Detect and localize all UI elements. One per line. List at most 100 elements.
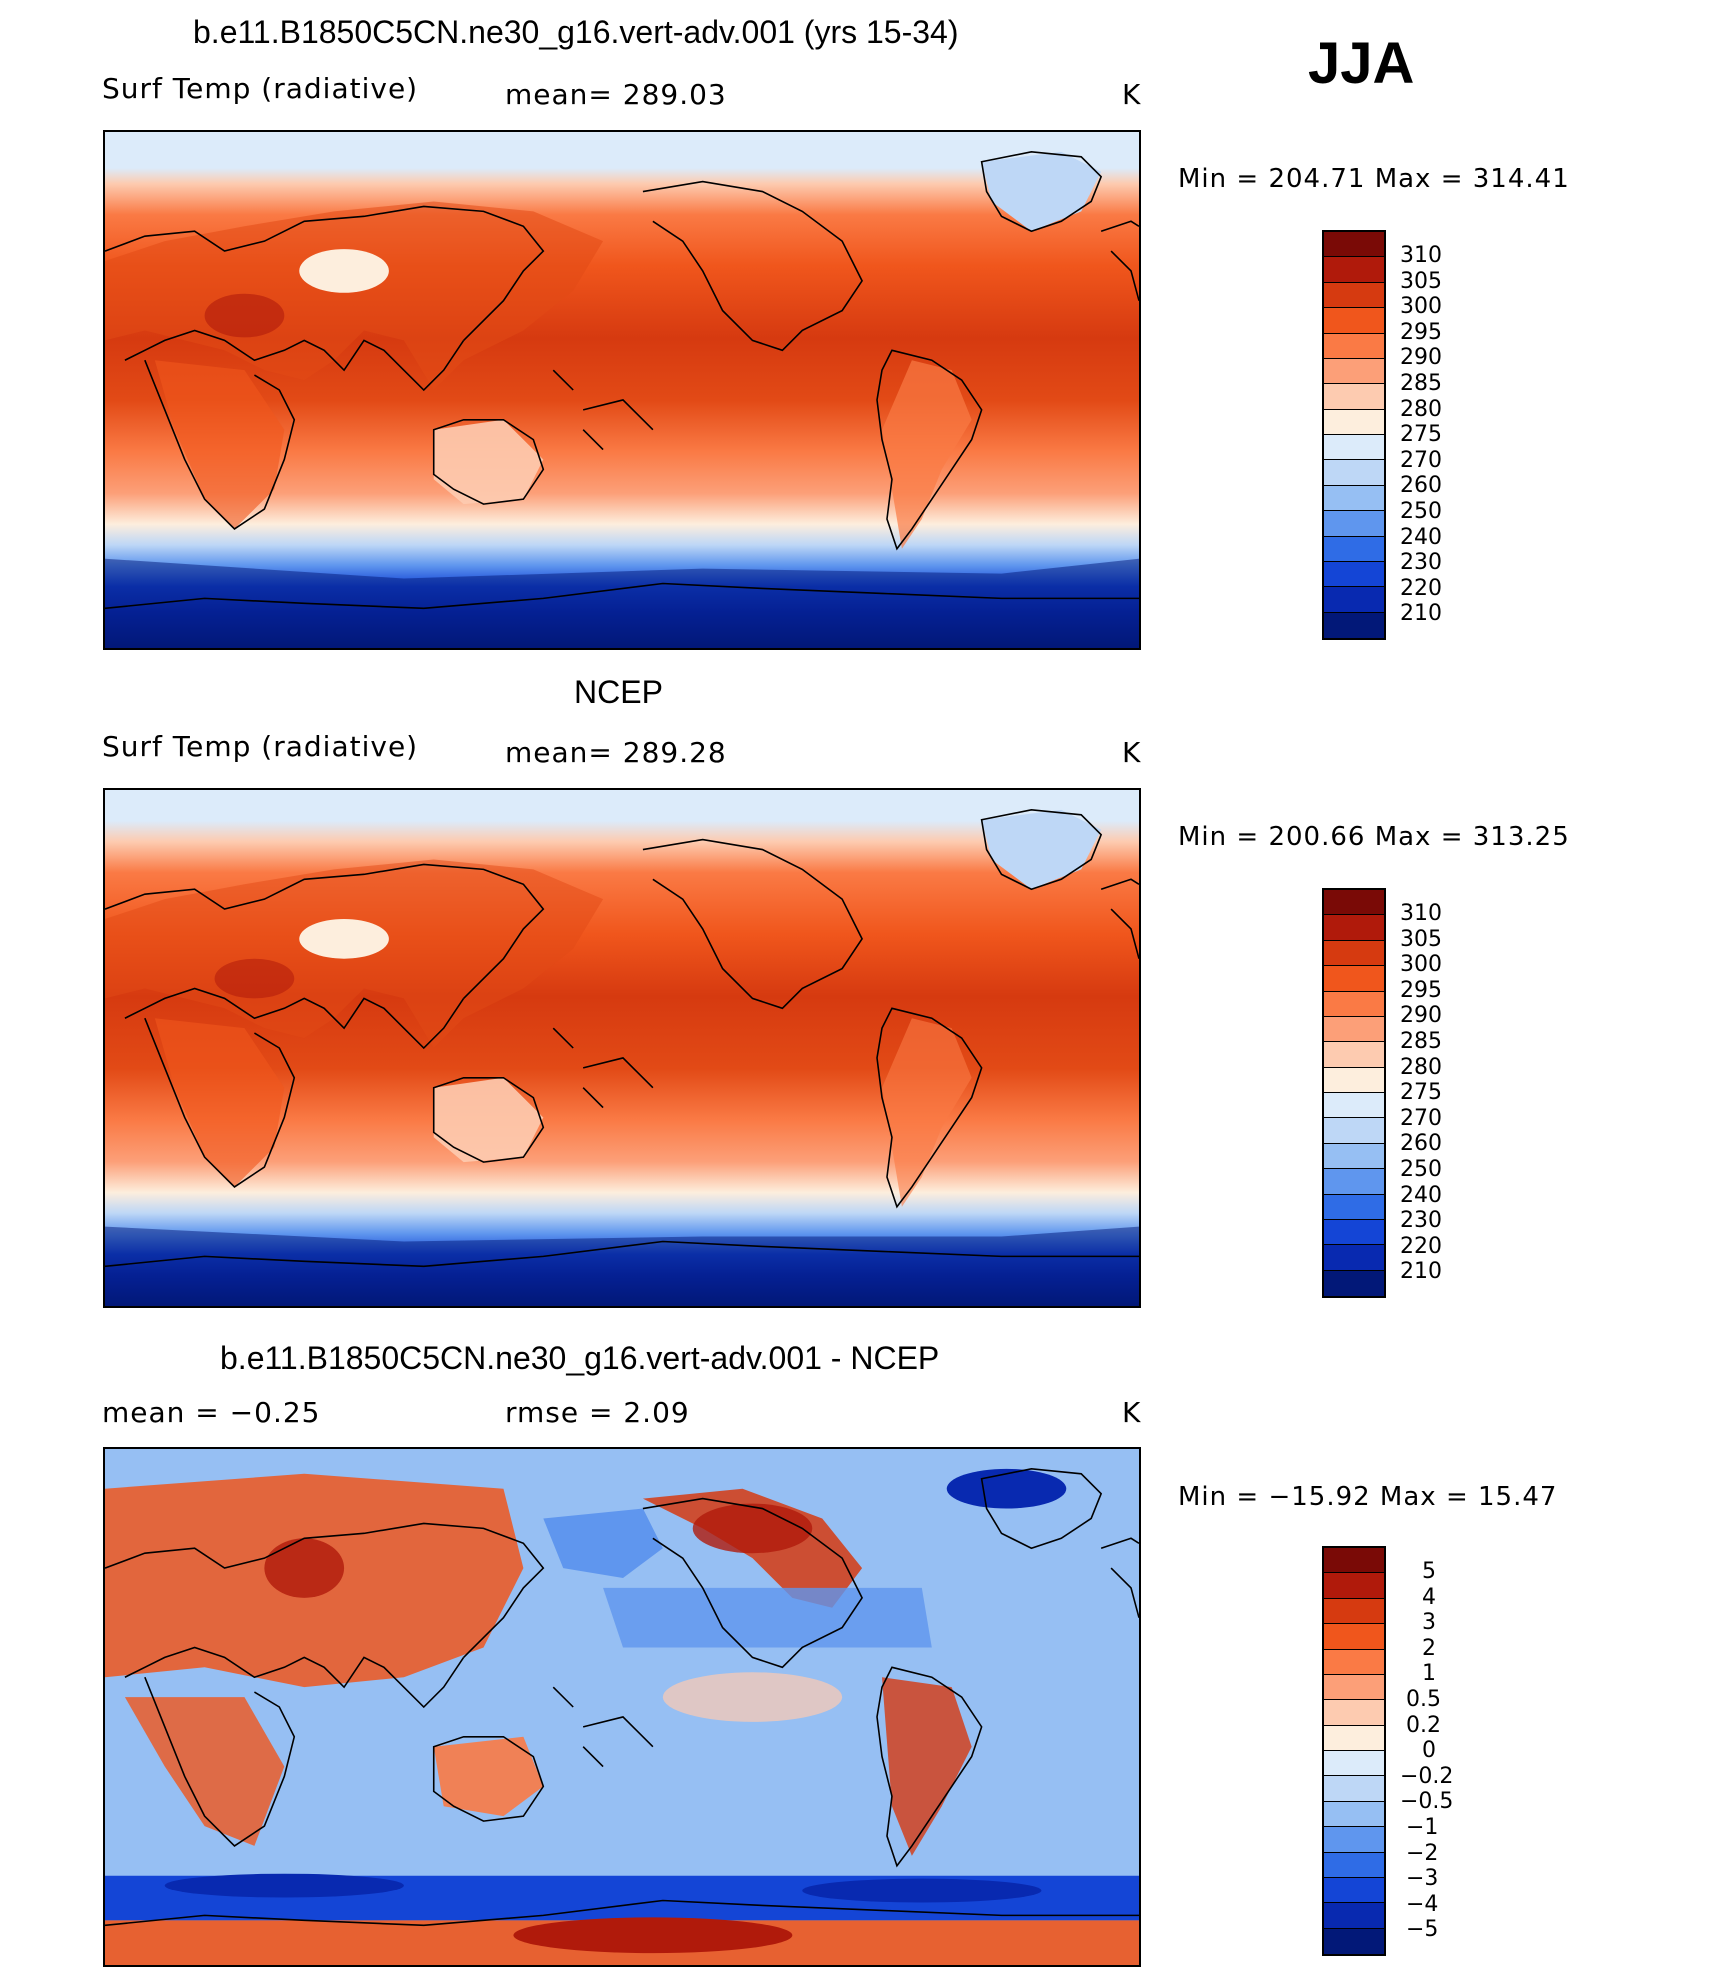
panel-3-colorbar-swatch [1324,1751,1384,1777]
panel-3-colorbar-swatch [1324,1573,1384,1599]
colorbar-tick-label: 290 [1400,1003,1442,1028]
panel-3-colorbar-swatch [1324,1674,1384,1701]
panel-2-colorbar-swatch [1324,915,1384,941]
panel-2-colorbar-swatch [1324,991,1384,1017]
panel-3-colorbar-swatch [1324,1928,1384,1954]
panel-2-colorbar-swatch [1324,1067,1384,1093]
panel-3-minmax: Min = −15.92 Max = 15.47 [1178,1482,1558,1512]
panel-2-colorbar-swatch [1324,1042,1384,1068]
colorbar-tick-label: 240 [1400,1183,1442,1208]
panel-2-mean-label: mean= 289.28 [505,736,727,769]
colorbar-tick-label: −0.5 [1400,1789,1454,1814]
panel-1-colorbar-swatch [1324,282,1384,309]
panel-2-colorbar-swatch [1324,1194,1384,1220]
panel-3-colorbar-swatch [1324,1903,1384,1929]
colorbar-tick-label: 230 [1400,1208,1442,1233]
panel-3-colorbar-swatch [1324,1700,1384,1726]
panel-1-colorbar-swatch [1324,409,1384,435]
panel-1-colorbar-swatch [1324,460,1384,486]
season-label: JJA [1308,31,1415,96]
panel-3-map-graphic [105,1449,1139,1965]
colorbar-tick-label: 285 [1400,371,1442,396]
panel-3-rmse-label: rmse = 2.09 [505,1396,690,1429]
panel-2-colorbar-swatch [1324,1219,1384,1246]
panel-1-colorbar-swatch [1324,308,1384,334]
panel-1-mean-label: mean= 289.03 [505,78,727,111]
panel-2-colorbar [1322,888,1386,1298]
colorbar-tick-label: 4 [1422,1585,1436,1610]
panel-1-colorbar-swatch [1324,358,1384,385]
panel-3-colorbar-swatch [1324,1852,1384,1878]
panel-2-variable-label: Surf Temp (radiative) [102,730,419,763]
panel-2-colorbar-swatch [1324,966,1384,992]
panel-1-colorbar-swatch [1324,435,1384,461]
colorbar-tick-label: 300 [1400,952,1442,977]
colorbar-tick-label: 250 [1400,499,1442,524]
colorbar-tick-label: 275 [1400,1080,1442,1105]
panel-1-colorbar-swatch [1324,333,1384,359]
panel-3-colorbar-swatch [1324,1877,1384,1904]
panel-2-title: NCEP [574,674,663,710]
panel-3-colorbar-swatch [1324,1548,1384,1574]
colorbar-tick-label: 250 [1400,1157,1442,1182]
colorbar-tick-label: 220 [1400,576,1442,601]
panel-3-colorbar-swatch [1324,1649,1384,1675]
panel-3-colorbar [1322,1546,1386,1956]
colorbar-tick-label: −4 [1406,1892,1439,1917]
colorbar-tick-label: 240 [1400,525,1442,550]
colorbar-tick-label: 305 [1400,269,1442,294]
panel-1-units-label: K [1122,78,1142,111]
colorbar-tick-label: −0.2 [1400,1764,1454,1789]
colorbar-tick-label: −5 [1406,1917,1439,1942]
colorbar-tick-label: 0 [1422,1738,1436,1763]
panel-1-minmax: Min = 204.71 Max = 314.41 [1178,164,1570,194]
panel-1-colorbar-swatch [1324,561,1384,588]
colorbar-tick-label: 260 [1400,473,1442,498]
panel-1-map-graphic [105,132,1139,648]
colorbar-tick-label: 0.2 [1406,1713,1441,1738]
colorbar-tick-label: 310 [1400,243,1442,268]
colorbar-tick-label: 300 [1400,294,1442,319]
panel-3-colorbar-swatch [1324,1624,1384,1650]
colorbar-tick-label: 1 [1422,1661,1436,1686]
panel-1-colorbar-swatch [1324,587,1384,613]
panel-2-colorbar-swatch [1324,1118,1384,1144]
panel-2-map [103,788,1141,1308]
panel-1-colorbar-swatch [1324,536,1384,562]
panel-1-colorbar-swatch [1324,257,1384,283]
colorbar-tick-label: 270 [1400,448,1442,473]
colorbar-tick-label: −1 [1406,1815,1439,1840]
panel-3-colorbar-swatch [1324,1827,1384,1853]
panel-3-title: b.e11.B1850C5CN.ne30_g16.vert-adv.001 - … [220,1340,940,1376]
colorbar-tick-label: 210 [1400,1259,1442,1284]
panel-2-minmax: Min = 200.66 Max = 313.25 [1178,822,1570,852]
panel-1-colorbar-swatch [1324,485,1384,512]
panel-1-colorbar-swatch [1324,511,1384,537]
colorbar-tick-label: 305 [1400,927,1442,952]
colorbar-tick-label: 295 [1400,978,1442,1003]
panel-1-map [103,130,1141,650]
panel-1-colorbar-swatch [1324,232,1384,258]
panel-2-colorbar-swatch [1324,1270,1384,1296]
colorbar-tick-label: 280 [1400,1055,1442,1080]
panel-2-map-graphic [105,790,1139,1306]
panel-1-colorbar-swatch [1324,612,1384,638]
panel-3-units-label: K [1122,1396,1142,1429]
colorbar-tick-label: 290 [1400,345,1442,370]
colorbar-tick-label: −2 [1406,1841,1439,1866]
colorbar-tick-label: 280 [1400,397,1442,422]
colorbar-tick-label: −3 [1406,1866,1439,1891]
colorbar-tick-label: 3 [1422,1610,1436,1635]
colorbar-tick-label: 260 [1400,1131,1442,1156]
panel-2-units-label: K [1122,736,1142,769]
panel-1-variable-label: Surf Temp (radiative) [102,72,419,105]
panel-3-map [103,1447,1141,1967]
panel-3-colorbar-swatch [1324,1598,1384,1625]
panel-2-colorbar-swatch [1324,1093,1384,1119]
panel-2-colorbar-swatch [1324,1169,1384,1195]
panel-2-colorbar-swatch [1324,940,1384,967]
colorbar-tick-label: 220 [1400,1234,1442,1259]
panel-1-colorbar-swatch [1324,384,1384,410]
colorbar-tick-label: 285 [1400,1029,1442,1054]
panel-1-title: b.e11.B1850C5CN.ne30_g16.vert-adv.001 (y… [193,14,959,50]
